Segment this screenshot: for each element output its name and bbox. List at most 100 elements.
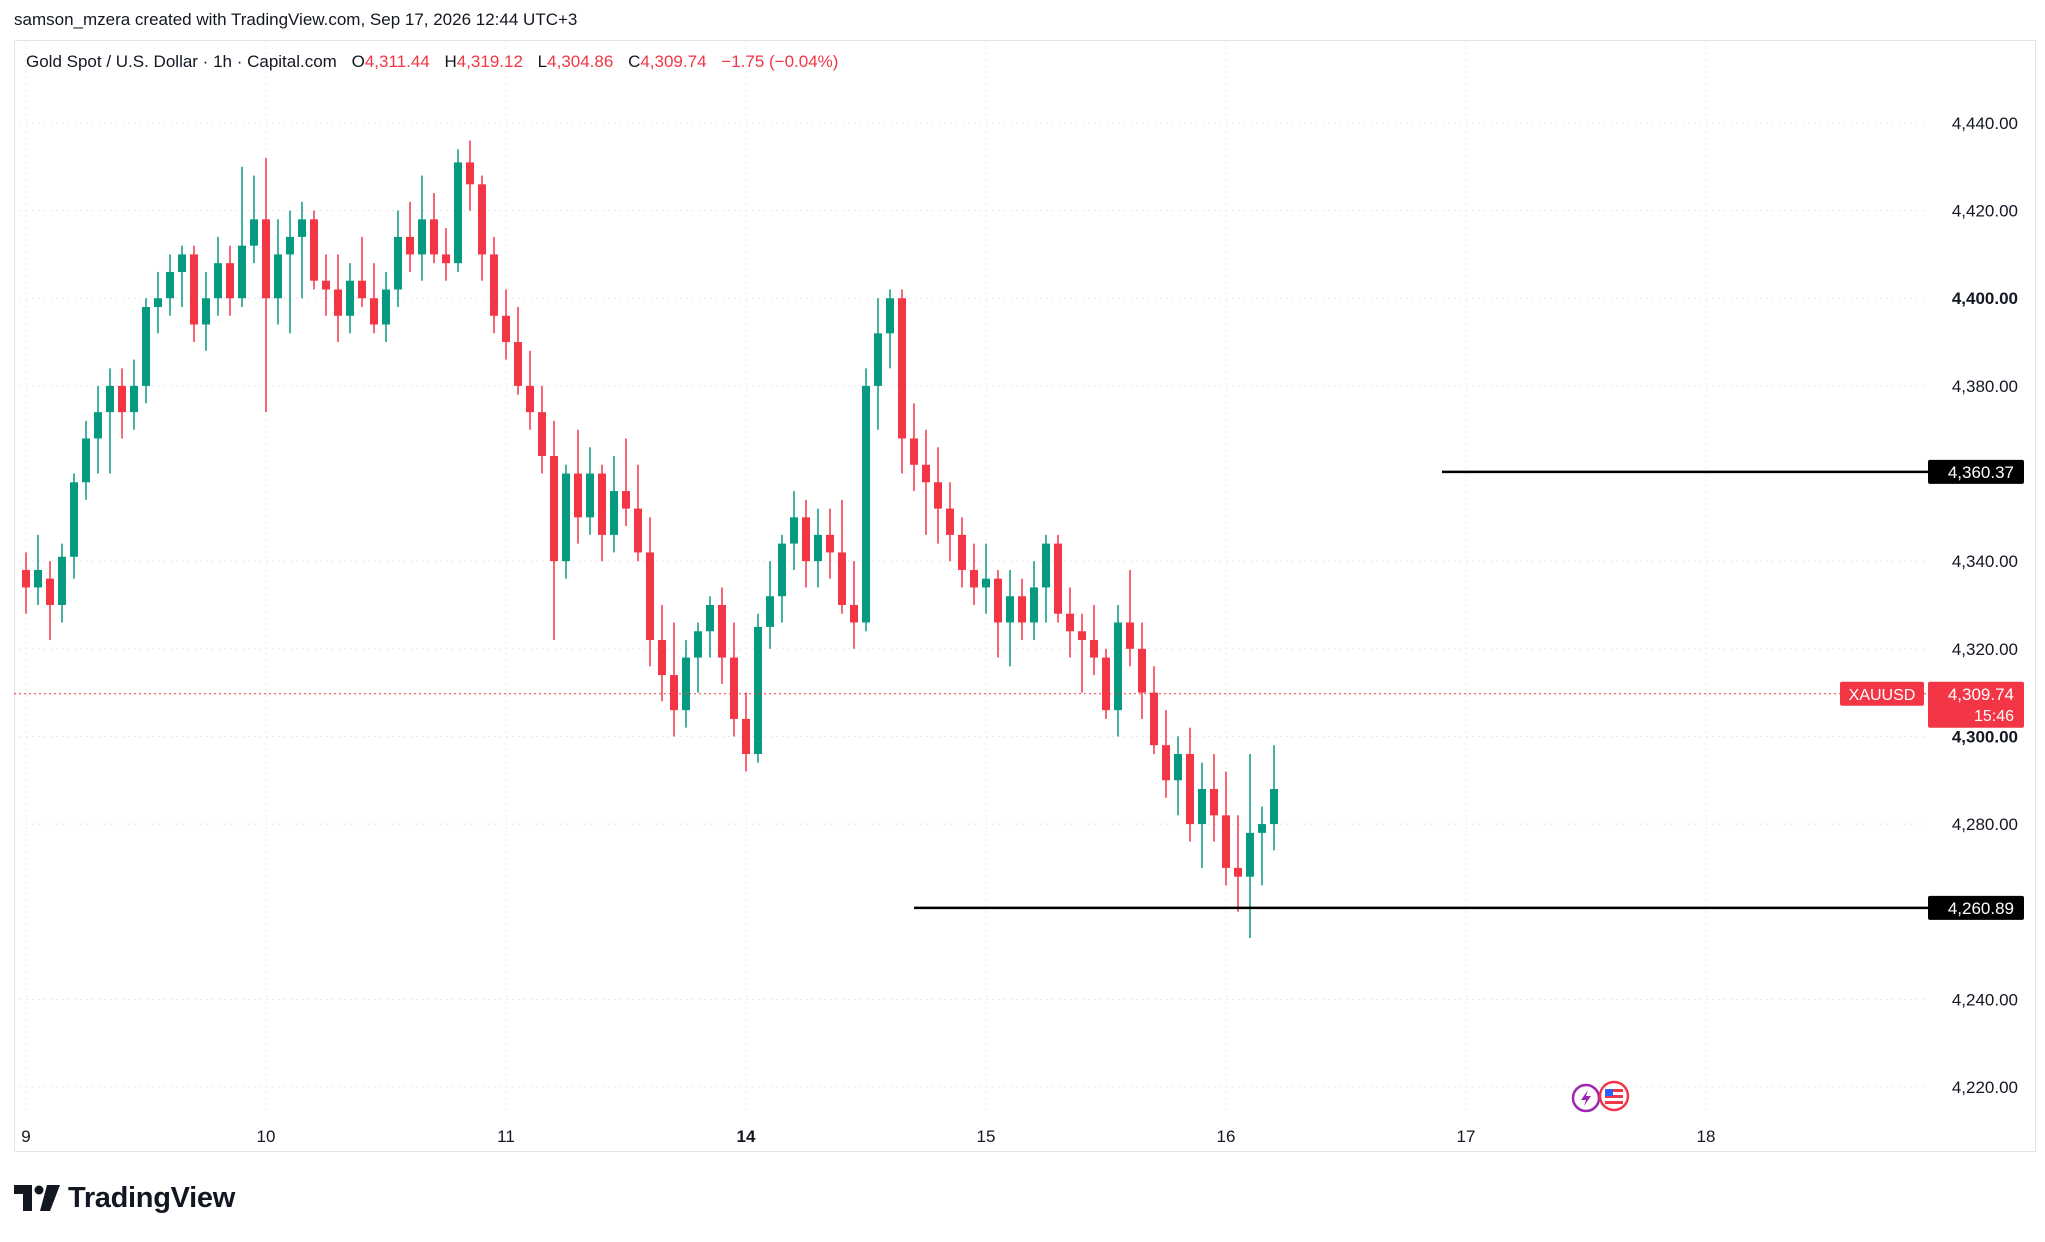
candle[interactable] (106, 368, 114, 474)
candle[interactable] (910, 403, 918, 492)
candle[interactable] (1234, 815, 1242, 912)
candle[interactable] (586, 447, 594, 535)
candle[interactable] (142, 298, 150, 404)
candle[interactable] (346, 263, 354, 334)
candle[interactable] (598, 464, 606, 562)
candle[interactable] (970, 543, 978, 605)
candle[interactable] (286, 210, 294, 334)
candle[interactable] (1126, 569, 1134, 667)
candle[interactable] (190, 245, 198, 343)
candle[interactable] (1042, 534, 1050, 623)
candle[interactable] (226, 245, 234, 316)
candle[interactable] (1006, 569, 1014, 667)
candle[interactable] (154, 271, 162, 334)
candle[interactable] (1198, 762, 1206, 868)
candle[interactable] (394, 210, 402, 308)
candle[interactable] (118, 368, 126, 439)
candle[interactable] (802, 499, 810, 588)
candle[interactable] (514, 307, 522, 395)
candle[interactable] (130, 359, 138, 430)
candle[interactable] (994, 569, 1002, 658)
candle[interactable] (838, 499, 846, 614)
candle[interactable] (1054, 534, 1062, 623)
candle[interactable] (682, 640, 690, 728)
candle[interactable] (370, 263, 378, 334)
candle[interactable] (1246, 753, 1254, 939)
candle[interactable] (58, 543, 66, 623)
candle[interactable] (358, 236, 366, 308)
candle[interactable] (538, 385, 546, 474)
candle[interactable] (874, 298, 882, 430)
candle[interactable] (166, 254, 174, 316)
candle[interactable] (658, 604, 666, 702)
price-chart[interactable]: XAUUSD 4,309.74 15:46 4,360.37 4,260.89 4,44… (0, 0, 2045, 1160)
candle[interactable] (958, 517, 966, 588)
candle[interactable] (418, 175, 426, 281)
candle[interactable] (574, 429, 582, 544)
candle[interactable] (934, 447, 942, 544)
candle[interactable] (214, 236, 222, 316)
candle[interactable] (562, 464, 570, 579)
candle[interactable] (274, 219, 282, 325)
candle[interactable] (742, 692, 750, 772)
candle[interactable] (790, 491, 798, 570)
candle[interactable] (310, 210, 318, 290)
candle[interactable] (262, 158, 270, 413)
candle[interactable] (178, 245, 186, 308)
candle[interactable] (202, 271, 210, 351)
candle[interactable] (1066, 587, 1074, 658)
candle[interactable] (478, 175, 486, 281)
candle[interactable] (82, 420, 90, 500)
candle[interactable] (1258, 806, 1266, 886)
candle[interactable] (454, 149, 462, 272)
candle[interactable] (466, 140, 474, 211)
candle[interactable] (442, 228, 450, 281)
candle[interactable] (850, 561, 858, 649)
candle[interactable] (946, 482, 954, 562)
candle[interactable] (706, 596, 714, 658)
candle[interactable] (886, 289, 894, 369)
dividend-event-icon[interactable] (1571, 1083, 1601, 1113)
candle[interactable] (1174, 736, 1182, 816)
candle[interactable] (982, 543, 990, 614)
candle[interactable] (322, 254, 330, 316)
candle[interactable] (1102, 648, 1110, 719)
candle[interactable] (1222, 771, 1230, 886)
candle[interactable] (526, 350, 534, 430)
candle[interactable] (94, 385, 102, 474)
candle[interactable] (1030, 561, 1038, 641)
candle[interactable] (1090, 604, 1098, 676)
candle[interactable] (610, 455, 618, 553)
candle[interactable] (814, 508, 822, 588)
candle[interactable] (898, 289, 906, 474)
candle[interactable] (334, 254, 342, 343)
us-flag-event-icon[interactable] (1598, 1080, 1630, 1112)
candle[interactable] (1270, 745, 1278, 851)
candle[interactable] (1138, 622, 1146, 719)
candle[interactable] (862, 368, 870, 632)
candle[interactable] (766, 561, 774, 649)
candle[interactable] (502, 289, 510, 360)
candle[interactable] (634, 464, 642, 562)
candle[interactable] (1114, 604, 1122, 737)
candle[interactable] (430, 193, 438, 264)
candle[interactable] (694, 622, 702, 693)
candle[interactable] (490, 236, 498, 334)
candle[interactable] (1078, 613, 1086, 693)
candle[interactable] (298, 201, 306, 299)
candle[interactable] (250, 175, 258, 264)
tradingview-logo[interactable]: TradingView (14, 1180, 235, 1216)
candle[interactable] (46, 561, 54, 641)
candle[interactable] (730, 622, 738, 737)
candle[interactable] (922, 429, 930, 535)
candle[interactable] (622, 438, 630, 527)
candle[interactable] (670, 622, 678, 737)
candle[interactable] (718, 587, 726, 684)
candle[interactable] (1210, 753, 1218, 842)
candle[interactable] (238, 166, 246, 308)
candle[interactable] (22, 552, 30, 614)
candle[interactable] (646, 517, 654, 667)
candle[interactable] (382, 271, 390, 343)
candle[interactable] (826, 508, 834, 579)
candle[interactable] (1186, 727, 1194, 842)
